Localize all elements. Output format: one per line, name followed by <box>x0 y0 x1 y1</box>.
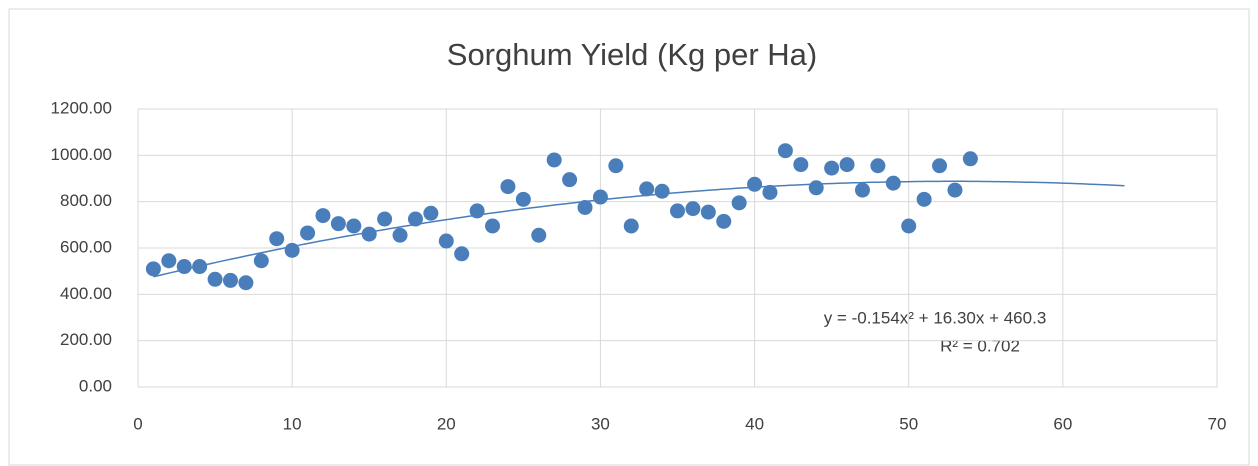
point <box>269 231 285 247</box>
point <box>222 272 238 288</box>
point <box>747 176 763 192</box>
point <box>623 218 639 234</box>
point <box>901 218 917 234</box>
trend-equation: y = -0.154x² + 16.30x + 460.3 <box>824 308 1047 327</box>
point <box>870 158 886 174</box>
y-tick-label: 200.00 <box>60 330 112 349</box>
point <box>932 158 948 174</box>
y-tick-label: 0.00 <box>79 376 112 395</box>
point <box>145 261 161 277</box>
chart-title: Sorghum Yield (Kg per Ha) <box>447 37 817 72</box>
point <box>777 143 793 159</box>
point <box>346 218 362 234</box>
point <box>531 227 547 243</box>
x-tick-label: 70 <box>1208 414 1227 433</box>
point <box>361 226 377 242</box>
point <box>315 208 331 224</box>
point <box>947 182 963 198</box>
point <box>592 189 608 205</box>
point <box>377 211 393 227</box>
x-tick-label: 40 <box>745 414 764 433</box>
point <box>546 152 562 168</box>
trendline <box>153 180 1125 278</box>
point <box>670 203 685 219</box>
y-tick-label: 1200.00 <box>51 98 112 117</box>
point <box>300 225 316 241</box>
point <box>330 216 346 232</box>
point <box>654 183 670 199</box>
point <box>793 157 809 173</box>
point <box>284 242 300 258</box>
point <box>700 204 716 220</box>
point <box>176 259 192 275</box>
point <box>500 179 516 195</box>
chart-border <box>8 8 1250 466</box>
x-tick-label: 30 <box>591 414 610 433</box>
point <box>839 157 855 173</box>
point <box>639 181 655 197</box>
point <box>485 218 501 234</box>
point <box>608 158 624 174</box>
y-tick-label: 800.00 <box>60 191 112 210</box>
x-tick-label: 0 <box>133 414 142 433</box>
point <box>515 191 531 207</box>
y-tick-label: 600.00 <box>60 237 112 256</box>
y-tick-label: 400.00 <box>60 284 112 303</box>
point <box>253 253 269 269</box>
point <box>716 213 732 229</box>
x-tick-label: 20 <box>437 414 456 433</box>
point <box>407 211 423 227</box>
point <box>238 275 254 291</box>
x-tick-label: 10 <box>283 414 302 433</box>
point <box>192 259 208 275</box>
point <box>161 253 177 269</box>
trend-r-squared: R² = 0.702 <box>940 336 1020 355</box>
point <box>438 233 454 249</box>
point <box>423 205 439 221</box>
point <box>808 180 824 196</box>
point <box>562 172 578 188</box>
x-tick-label: 60 <box>1053 414 1072 433</box>
point <box>454 246 470 262</box>
x-tick-label: 50 <box>899 414 918 433</box>
point <box>392 227 408 243</box>
point <box>577 199 593 215</box>
point <box>824 160 840 176</box>
point <box>762 184 778 200</box>
point <box>469 203 485 219</box>
point <box>854 182 870 198</box>
point <box>685 201 701 217</box>
y-tick-label: 1000.00 <box>51 145 112 164</box>
point <box>207 271 223 287</box>
point <box>916 191 932 207</box>
point <box>962 151 978 167</box>
point <box>885 175 901 191</box>
point <box>731 195 747 211</box>
